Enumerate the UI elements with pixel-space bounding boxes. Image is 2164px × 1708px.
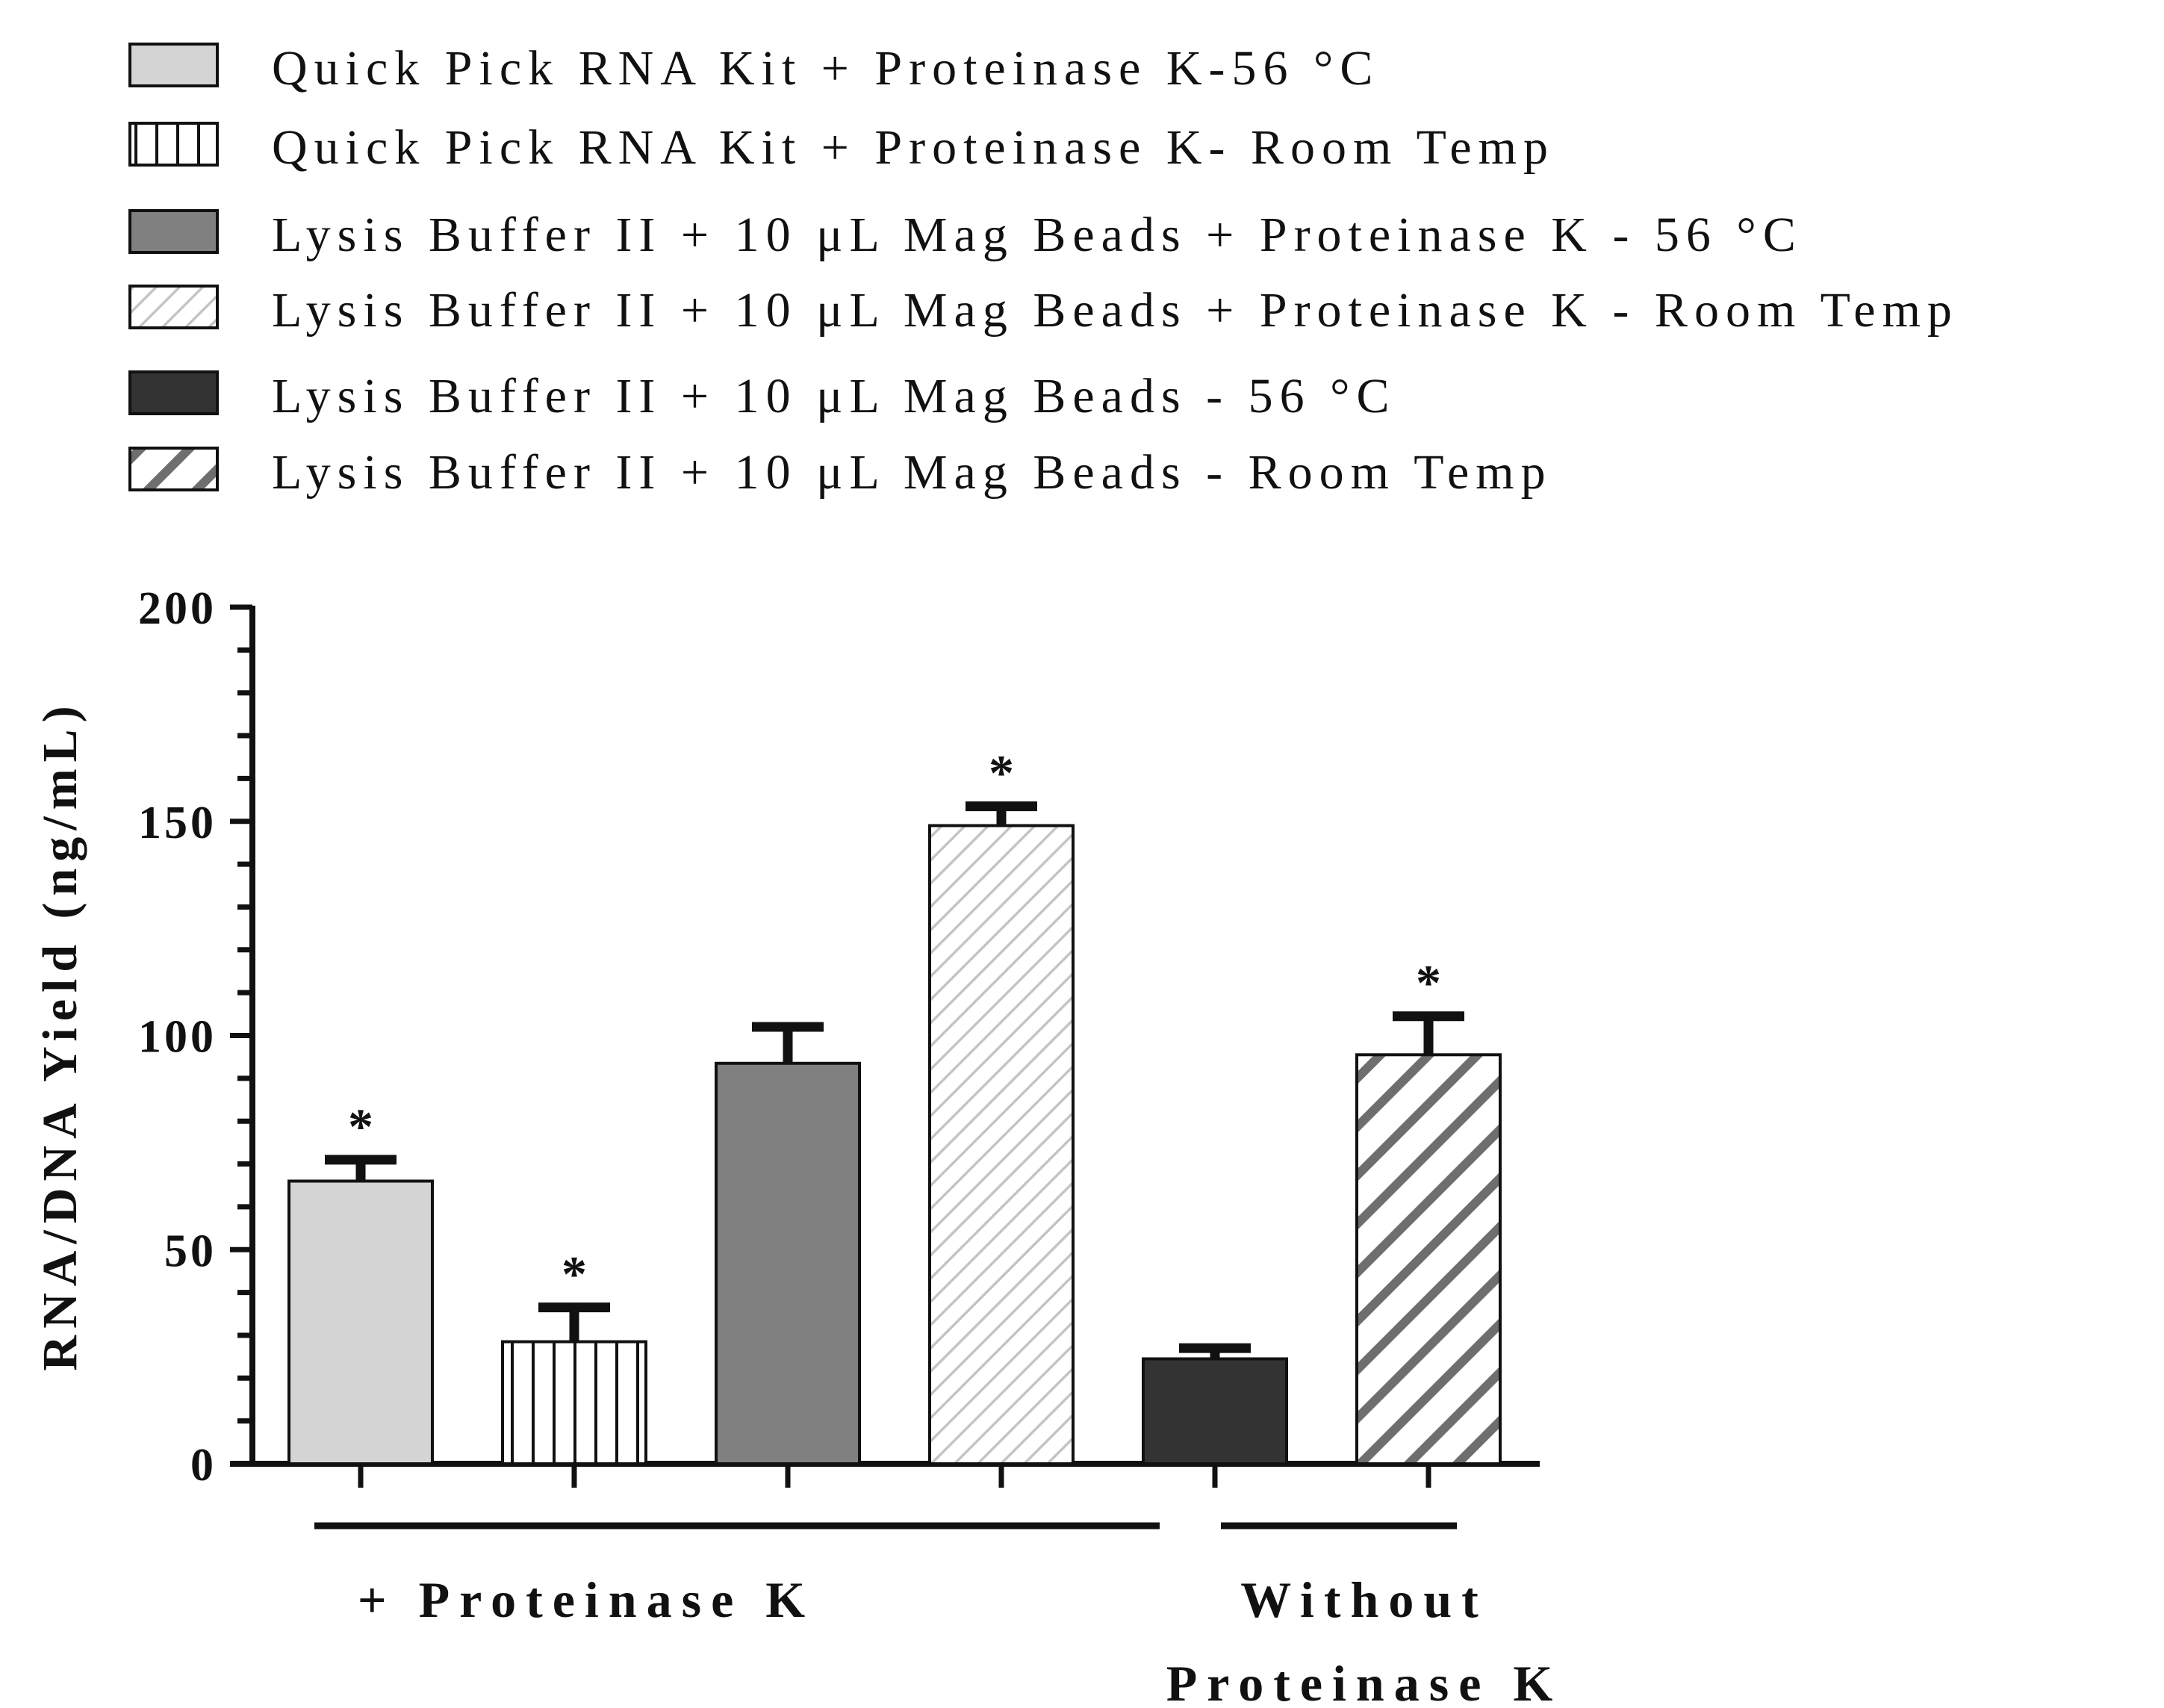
significance-marker: *	[989, 745, 1014, 801]
group-label: + Proteinase K	[358, 1571, 815, 1628]
legend-swatch	[128, 370, 219, 415]
legend-swatch	[128, 447, 219, 491]
bar	[1142, 1357, 1288, 1466]
significance-marker: *	[562, 1246, 587, 1302]
bar	[1355, 1053, 1502, 1465]
legend-swatch	[128, 285, 219, 329]
significance-marker: *	[348, 1098, 373, 1155]
group-label: Without	[1240, 1571, 1488, 1628]
legend-label: Lysis Buffer II + 10 μL Mag Beads + Prot…	[272, 283, 1959, 338]
bar	[928, 824, 1075, 1465]
legend-swatch	[128, 43, 219, 87]
y-tick-label: 150	[138, 798, 217, 848]
y-tick-label: 0	[190, 1440, 217, 1491]
y-tick-label: 200	[138, 583, 217, 634]
bar	[501, 1340, 647, 1465]
bars: * * * *	[287, 745, 1502, 1488]
y-tick-label: 50	[164, 1226, 217, 1276]
axes: 0 50 100 150 200 RNA/DNA Yield (ng/mL)	[33, 583, 1540, 1491]
y-axis-title: RNA/DNA Yield (ng/mL)	[33, 699, 87, 1370]
legend-label: Quick Pick RNA Kit + Proteinase K- Room …	[272, 120, 1555, 175]
bar	[287, 1179, 434, 1465]
legend: Quick Pick RNA Kit + Proteinase K-56 °C Q…	[128, 41, 1959, 500]
y-tick-label: 100	[138, 1012, 217, 1063]
legend-swatch	[128, 122, 219, 167]
significance-marker: *	[1416, 954, 1441, 1011]
legend-label: Lysis Buffer II + 10 μL Mag Beads - Room…	[272, 445, 1552, 500]
legend-label: Lysis Buffer II + 10 μL Mag Beads - 56 °…	[272, 369, 1396, 423]
legend-label: Quick Pick RNA Kit + Proteinase K-56 °C	[272, 41, 1379, 96]
group-brackets: + Proteinase K Without Proteinase K	[314, 1522, 1563, 1708]
group-label: Proteinase K	[1166, 1655, 1563, 1708]
legend-swatch	[128, 209, 219, 254]
bar	[715, 1061, 861, 1465]
legend-label: Lysis Buffer II + 10 μL Mag Beads + Prot…	[272, 208, 1803, 262]
